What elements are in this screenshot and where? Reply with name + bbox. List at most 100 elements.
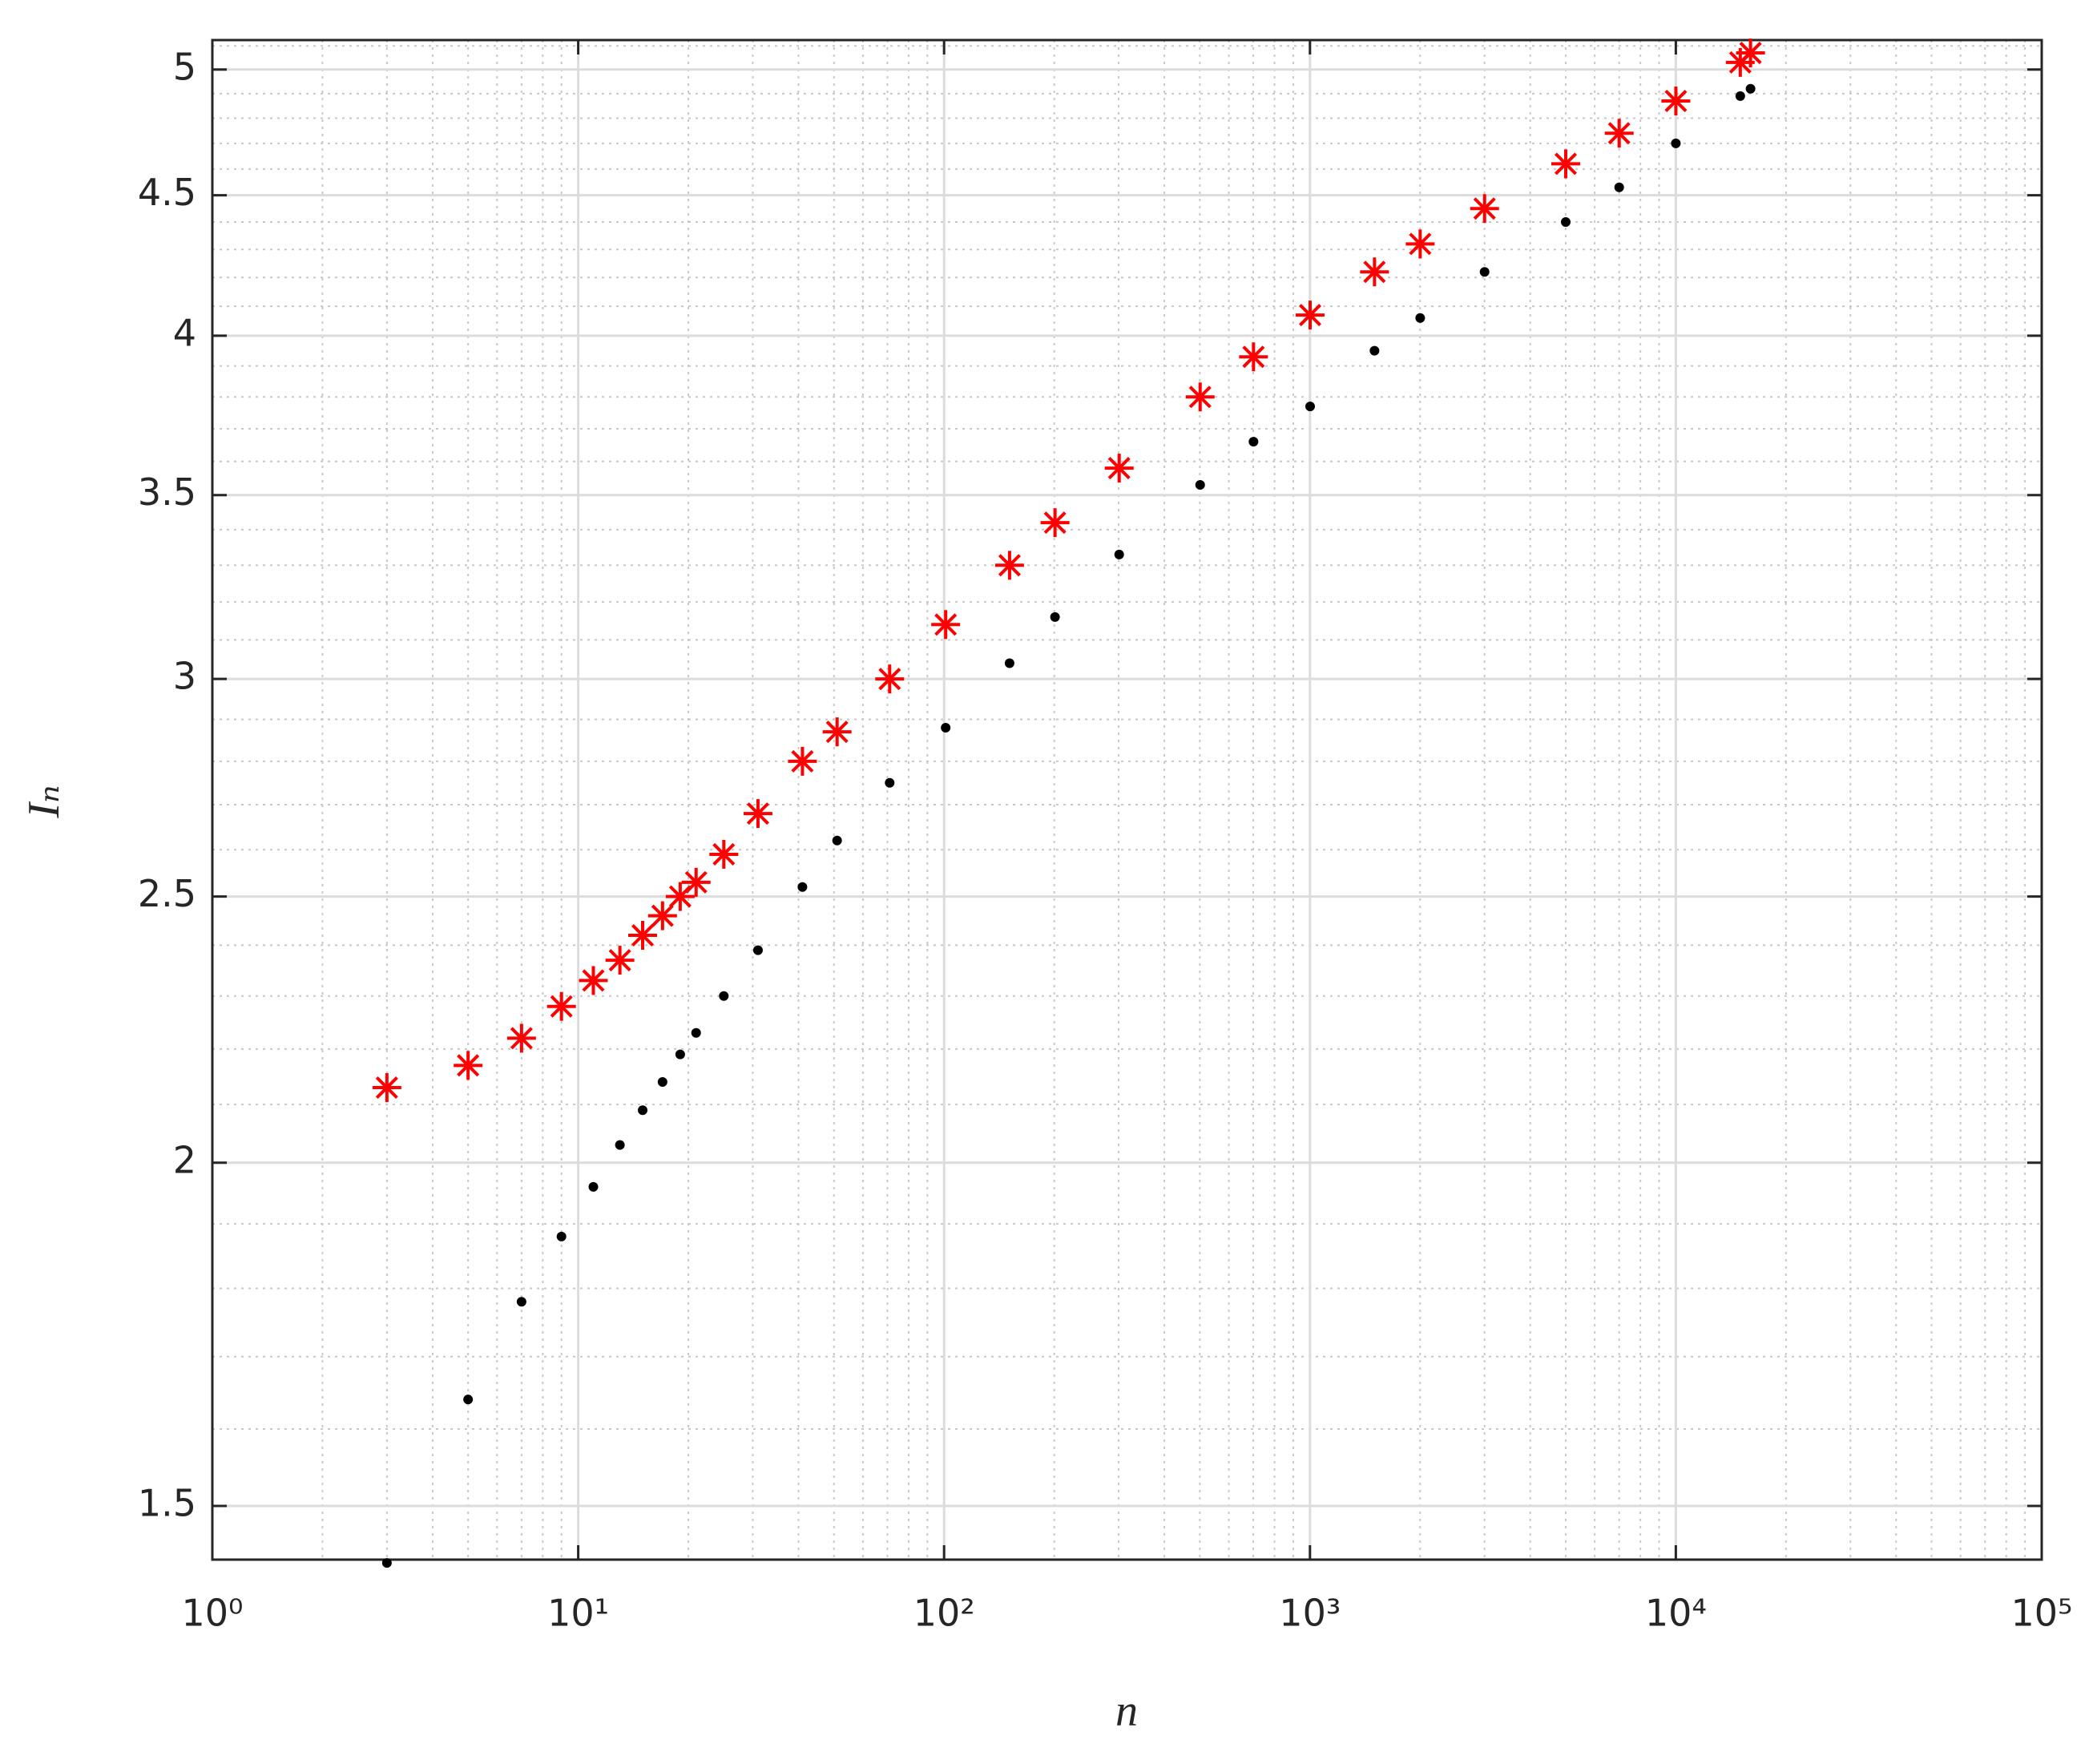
asterisk-stroke <box>582 969 605 992</box>
y-tick-label: 2.5 <box>138 872 196 915</box>
point <box>1671 138 1681 148</box>
point <box>1405 229 1435 259</box>
point <box>1560 217 1571 228</box>
point <box>1248 437 1259 447</box>
asterisk-stroke <box>651 904 674 927</box>
y-tick-label: 5 <box>173 45 196 88</box>
point <box>1195 480 1205 490</box>
point <box>675 1049 685 1060</box>
point <box>588 1181 599 1192</box>
point <box>875 664 905 694</box>
point <box>797 882 808 892</box>
point <box>638 1105 648 1116</box>
y-axis-label: Iₙ <box>19 785 69 818</box>
asterisk-stroke <box>746 802 769 825</box>
point <box>1040 508 1070 538</box>
asterisk-stroke <box>1363 260 1386 284</box>
plot-frame <box>211 38 2043 1561</box>
y-tick-label: 1.5 <box>138 1482 196 1525</box>
point <box>579 966 608 995</box>
point <box>1735 91 1745 101</box>
asterisk-stroke <box>631 923 655 947</box>
point <box>381 1558 392 1568</box>
point <box>1479 267 1490 277</box>
asterisk-stroke <box>608 949 631 972</box>
asterisk-stroke <box>998 554 1021 577</box>
point <box>1736 38 1765 68</box>
y-tick-label: 4.5 <box>138 171 196 214</box>
asterisk-stroke <box>510 1027 533 1050</box>
x-tick-label: 10³ <box>1279 1592 1341 1635</box>
asterisk-stroke <box>684 870 708 894</box>
point <box>556 1231 567 1241</box>
point <box>1415 313 1426 323</box>
asterisk-stroke <box>1107 457 1131 480</box>
grid <box>211 40 2043 1560</box>
point <box>605 946 635 975</box>
asterisk-stroke <box>1409 232 1432 256</box>
x-tick-label: 10⁰ <box>182 1592 244 1635</box>
point <box>628 921 658 951</box>
asterisk-stroke <box>878 668 901 691</box>
point <box>681 867 711 897</box>
asterisk-stroke <box>712 842 736 866</box>
point <box>1239 342 1268 372</box>
asterisk-stroke <box>1473 197 1496 220</box>
point <box>516 1297 526 1307</box>
point <box>506 1023 536 1053</box>
point <box>1745 83 1756 94</box>
x-axis-label: n <box>1115 1686 1138 1736</box>
point <box>1004 658 1014 668</box>
point <box>1369 345 1380 356</box>
point <box>463 1395 474 1405</box>
point <box>941 722 951 733</box>
asterisk-stroke <box>1554 152 1578 176</box>
asterisk-stroke <box>457 1054 480 1077</box>
asterisk-stroke <box>825 721 849 744</box>
point <box>1551 149 1580 179</box>
point <box>994 551 1024 580</box>
point <box>1470 194 1499 224</box>
x-tick-label: 10² <box>913 1592 975 1635</box>
point <box>885 777 895 788</box>
asterisk-stroke <box>1664 89 1688 112</box>
point <box>1614 182 1624 192</box>
point <box>832 835 842 846</box>
point <box>615 1140 625 1150</box>
point <box>719 991 729 1001</box>
point <box>743 799 772 829</box>
asterisk-stroke <box>1242 345 1265 369</box>
point <box>931 610 961 640</box>
y-tick-label: 4 <box>173 311 196 354</box>
point <box>709 839 739 869</box>
point <box>1604 119 1634 148</box>
asterisk-stroke <box>934 613 958 636</box>
point <box>1305 402 1315 412</box>
asterisk-stroke <box>550 995 573 1018</box>
point <box>546 991 576 1021</box>
y-tick-label: 3.5 <box>138 470 196 514</box>
asterisk-stroke <box>791 749 814 773</box>
y-tick-label: 3 <box>173 655 196 698</box>
y-tick-label: 2 <box>173 1138 196 1181</box>
point <box>1104 454 1134 483</box>
point <box>1185 382 1215 412</box>
point <box>752 945 763 955</box>
point <box>647 901 677 930</box>
x-tick-label: 10⁴ <box>1645 1592 1707 1635</box>
point <box>1114 549 1124 559</box>
point <box>822 717 852 747</box>
point <box>372 1073 401 1103</box>
asterisk-stroke <box>1043 511 1067 535</box>
point <box>1360 257 1389 287</box>
asterisk-stroke <box>1607 122 1631 145</box>
asterisk-stroke <box>1188 385 1212 409</box>
point <box>454 1051 483 1080</box>
point <box>1295 301 1325 330</box>
x-tick-label: 10⁵ <box>2011 1592 2073 1635</box>
point <box>788 746 817 776</box>
point <box>1661 86 1691 115</box>
asterisk-stroke <box>1298 304 1322 327</box>
